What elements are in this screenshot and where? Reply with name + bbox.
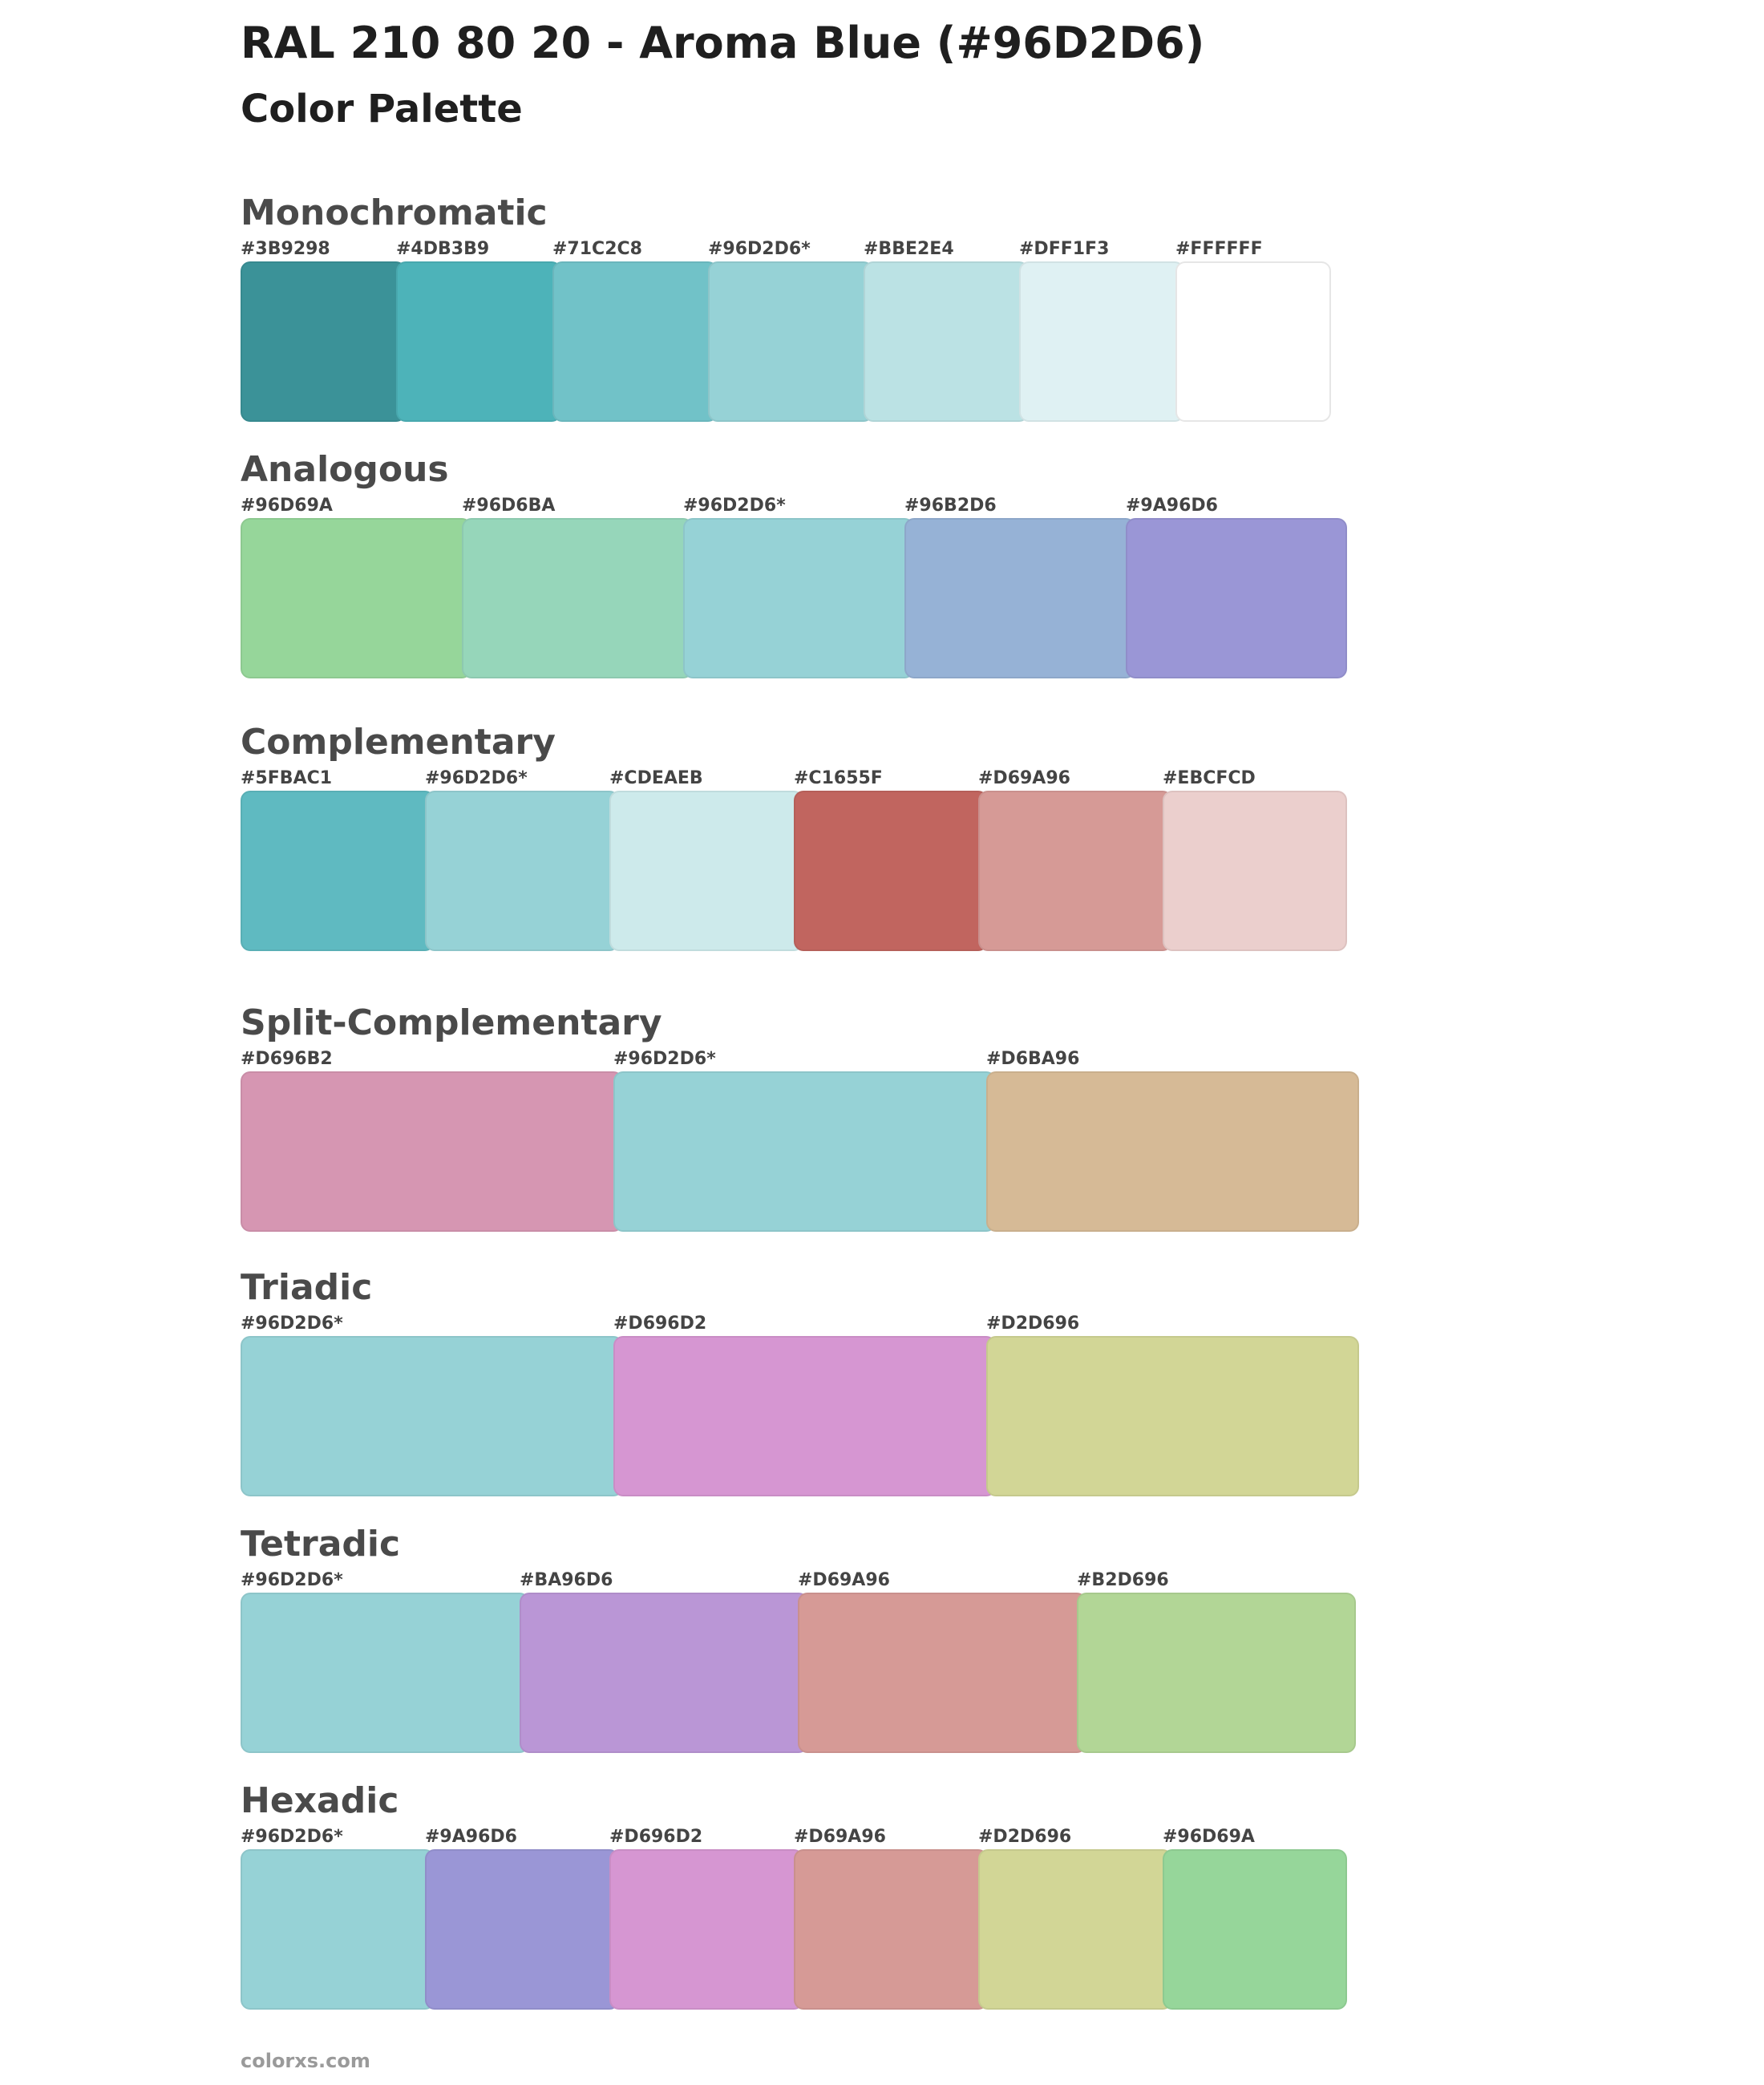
palette-title: Tetradic xyxy=(241,1524,401,1565)
swatch-hex-label: #D696D2 xyxy=(609,1827,703,1847)
swatch-color-tile[interactable] xyxy=(396,261,561,422)
swatch-hex-label: #D696D2 xyxy=(613,1314,707,1334)
swatch-hex-label: #96D2D6* xyxy=(708,239,811,259)
swatch-color-tile[interactable] xyxy=(241,1336,623,1496)
swatch-color-tile[interactable] xyxy=(1175,261,1331,422)
palette-title: Analogous xyxy=(241,449,449,490)
swatch-color-tile[interactable] xyxy=(794,1849,988,2010)
swatch-color-tile[interactable] xyxy=(978,791,1172,951)
swatch-color-tile[interactable] xyxy=(794,791,988,951)
swatch-hex-label: #96B2D6 xyxy=(904,496,997,516)
swatch-hex-label: #BBE2E4 xyxy=(864,239,954,259)
swatch-color-tile[interactable] xyxy=(520,1593,808,1753)
swatch-color-tile[interactable] xyxy=(552,261,718,422)
swatch-color-tile[interactable] xyxy=(241,791,435,951)
swatch-hex-label: #96D2D6* xyxy=(241,1570,343,1590)
swatch-hex-label: #C1655F xyxy=(794,768,883,788)
palette-title: Split-Complementary xyxy=(241,1002,662,1043)
swatch-hex-label: #D69A96 xyxy=(798,1570,890,1590)
swatch-row: #96D2D6* #9A96D6 #D696D2 #D69A96 #D2D696 #96D… xyxy=(241,1827,1347,2011)
swatch-color-tile[interactable] xyxy=(1126,518,1347,678)
swatch-hex-label: #96D69A xyxy=(1163,1827,1255,1847)
swatch-color-tile[interactable] xyxy=(683,518,914,678)
swatch-color-tile[interactable] xyxy=(798,1593,1086,1753)
page-title: RAL 210 80 20 - Aroma Blue (#96D2D6) xyxy=(241,18,1205,68)
palette-title: Triadic xyxy=(241,1267,373,1308)
swatch-color-tile[interactable] xyxy=(241,1849,435,2010)
swatch-color-tile[interactable] xyxy=(425,1849,619,2010)
swatch-color-tile[interactable] xyxy=(241,1071,623,1232)
swatch-hex-label: #CDEAEB xyxy=(609,768,703,788)
swatch-row: #3B9298 #4DB3B9 #71C2C8 #96D2D6* #BBE2E4 #DFF… xyxy=(241,239,1331,423)
swatch-color-tile[interactable] xyxy=(241,518,471,678)
swatch-color-tile[interactable] xyxy=(609,791,803,951)
swatch-hex-label: #96D2D6* xyxy=(613,1049,716,1069)
swatch-color-tile[interactable] xyxy=(904,518,1135,678)
swatch-hex-label: #D6BA96 xyxy=(986,1049,1080,1069)
swatch-color-tile[interactable] xyxy=(1163,791,1347,951)
swatch-color-tile[interactable] xyxy=(462,518,693,678)
swatch-hex-label: #96D6BA xyxy=(462,496,556,516)
swatch-color-tile[interactable] xyxy=(241,1593,529,1753)
swatch-hex-label: #9A96D6 xyxy=(1126,496,1218,516)
swatch-hex-label: #9A96D6 xyxy=(425,1827,517,1847)
swatch-hex-label: #3B9298 xyxy=(241,239,330,259)
swatch-hex-label: #B2D696 xyxy=(1077,1570,1169,1590)
swatch-row: #96D2D6* #BA96D6 #D69A96 #B2D696 xyxy=(241,1570,1356,1755)
swatch-color-tile[interactable] xyxy=(613,1336,996,1496)
swatch-row: #5FBAC1 #96D2D6* #CDEAEB #C1655F #D69A96 #EBC… xyxy=(241,768,1347,953)
swatch-color-tile[interactable] xyxy=(986,1071,1359,1232)
swatch-hex-label: #5FBAC1 xyxy=(241,768,333,788)
palette-title: Hexadic xyxy=(241,1780,399,1821)
swatch-color-tile[interactable] xyxy=(708,261,873,422)
palette-title: Complementary xyxy=(241,722,556,763)
palette-title: Monochromatic xyxy=(241,192,548,233)
swatch-hex-label: #DFF1F3 xyxy=(1019,239,1110,259)
swatch-hex-label: #4DB3B9 xyxy=(396,239,490,259)
swatch-color-tile[interactable] xyxy=(978,1849,1172,2010)
swatch-row: #96D69A #96D6BA #96D2D6* #96B2D6 #9A96D6 xyxy=(241,496,1347,680)
swatch-hex-label: #EBCFCD xyxy=(1163,768,1256,788)
swatch-color-tile[interactable] xyxy=(986,1336,1359,1496)
swatch-color-tile[interactable] xyxy=(1077,1593,1356,1753)
swatch-row: #96D2D6* #D696D2 #D2D696 xyxy=(241,1314,1359,1498)
swatch-hex-label: #96D2D6* xyxy=(241,1314,343,1334)
swatch-hex-label: #FFFFFF xyxy=(1175,239,1263,259)
swatch-hex-label: #BA96D6 xyxy=(520,1570,613,1590)
swatch-hex-label: #D696B2 xyxy=(241,1049,333,1069)
footer-site-label[interactable]: colorxs.com xyxy=(241,2050,370,2072)
swatch-hex-label: #D2D696 xyxy=(986,1314,1080,1334)
page-subtitle: Color Palette xyxy=(241,87,523,132)
swatch-hex-label: #D69A96 xyxy=(978,768,1070,788)
swatch-hex-label: #71C2C8 xyxy=(552,239,642,259)
swatch-color-tile[interactable] xyxy=(613,1071,996,1232)
swatch-row: #D696B2 #96D2D6* #D6BA96 xyxy=(241,1049,1359,1233)
swatch-color-tile[interactable] xyxy=(609,1849,803,2010)
swatch-hex-label: #96D2D6* xyxy=(425,768,528,788)
swatch-hex-label: #D69A96 xyxy=(794,1827,886,1847)
swatch-color-tile[interactable] xyxy=(1019,261,1184,422)
swatch-hex-label: #D2D696 xyxy=(978,1827,1072,1847)
swatch-hex-label: #96D69A xyxy=(241,496,333,516)
swatch-color-tile[interactable] xyxy=(1163,1849,1347,2010)
swatch-color-tile[interactable] xyxy=(241,261,406,422)
swatch-hex-label: #96D2D6* xyxy=(683,496,786,516)
swatch-color-tile[interactable] xyxy=(864,261,1029,422)
swatch-hex-label: #96D2D6* xyxy=(241,1827,343,1847)
swatch-color-tile[interactable] xyxy=(425,791,619,951)
